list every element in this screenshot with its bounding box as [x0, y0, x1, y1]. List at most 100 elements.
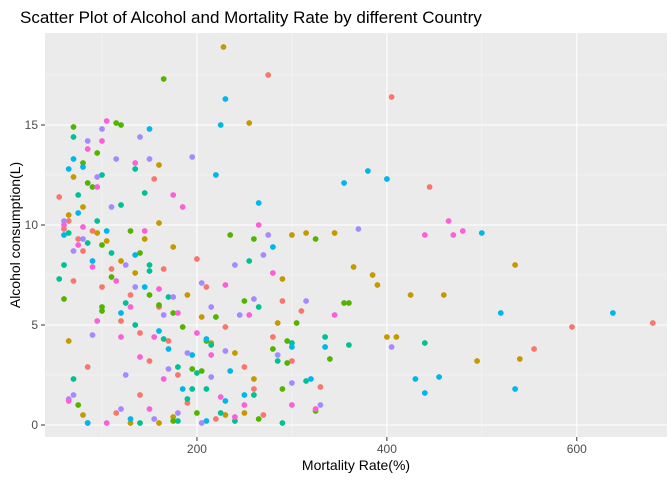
data-point	[222, 398, 229, 404]
data-point	[213, 416, 219, 422]
data-point	[141, 284, 148, 290]
data-point	[274, 352, 281, 358]
chart-title: Scatter Plot of Alcohol and Mortality Ra…	[20, 8, 482, 27]
data-point	[175, 418, 181, 424]
data-point	[241, 364, 248, 370]
data-point	[246, 258, 253, 264]
data-point	[127, 304, 134, 310]
data-point	[84, 420, 91, 426]
data-point	[70, 392, 77, 398]
data-point	[89, 228, 96, 234]
data-point	[289, 402, 295, 408]
data-point	[232, 414, 238, 420]
data-point	[75, 192, 82, 198]
data-point	[132, 252, 139, 258]
data-point	[241, 392, 248, 398]
data-point	[61, 222, 67, 228]
x-axis-title: Mortality Rate(%)	[302, 457, 410, 473]
data-point	[170, 418, 177, 424]
data-point	[132, 322, 139, 328]
data-point	[222, 348, 229, 354]
data-point	[246, 312, 253, 318]
data-point	[198, 280, 205, 286]
data-point	[94, 174, 101, 180]
data-point	[497, 310, 504, 316]
data-point	[137, 250, 143, 256]
data-point	[151, 334, 158, 340]
major-gridlines	[45, 33, 667, 437]
data-point	[75, 236, 82, 242]
x-tick-label: 400	[377, 442, 397, 456]
data-point	[156, 162, 162, 168]
data-point	[146, 268, 153, 274]
data-point	[355, 226, 362, 232]
data-point	[569, 324, 575, 330]
data-point	[303, 230, 309, 236]
data-point	[251, 392, 257, 398]
data-point	[346, 300, 352, 306]
data-point	[113, 410, 120, 416]
data-point	[279, 420, 286, 426]
data-point	[203, 386, 210, 392]
data-point	[274, 358, 281, 364]
data-point	[279, 386, 286, 392]
data-point	[232, 262, 238, 268]
data-point	[156, 328, 162, 334]
data-point	[94, 230, 101, 236]
data-point	[365, 168, 371, 174]
data-point	[289, 380, 295, 386]
data-point	[232, 350, 238, 356]
data-point	[103, 228, 110, 234]
data-point	[189, 154, 196, 160]
data-point	[251, 296, 257, 302]
data-point	[255, 222, 262, 228]
data-point	[213, 314, 219, 320]
data-point	[65, 166, 72, 172]
data-point	[270, 346, 276, 352]
data-point	[61, 296, 67, 302]
data-points	[56, 44, 656, 426]
data-point	[137, 420, 143, 426]
data-point	[151, 176, 158, 182]
data-point	[99, 126, 105, 132]
data-point	[56, 276, 63, 282]
data-point	[198, 368, 205, 374]
plot-panel	[45, 33, 667, 437]
data-point	[132, 284, 139, 290]
data-point	[80, 160, 86, 166]
data-point	[184, 400, 191, 406]
data-point	[265, 232, 272, 238]
data-point	[118, 406, 124, 412]
data-point	[80, 204, 86, 210]
data-point	[160, 312, 167, 318]
data-point	[194, 410, 200, 416]
data-point	[118, 310, 124, 316]
data-point	[649, 320, 656, 326]
data-point	[165, 294, 172, 300]
data-point	[80, 236, 86, 242]
data-point	[146, 156, 153, 162]
data-point	[137, 330, 143, 336]
y-tick-label: 10	[25, 218, 39, 232]
data-point	[279, 298, 286, 304]
data-point	[241, 298, 248, 304]
data-point	[146, 262, 153, 268]
data-point	[137, 354, 143, 360]
data-point	[108, 274, 115, 280]
data-point	[122, 300, 129, 306]
data-point	[65, 218, 72, 224]
data-point	[384, 334, 390, 340]
data-point	[289, 344, 295, 350]
data-point	[179, 324, 186, 330]
data-point	[421, 390, 428, 396]
data-point	[184, 350, 191, 356]
minor-gridlines	[45, 33, 667, 437]
data-point	[189, 386, 196, 392]
data-point	[118, 334, 124, 340]
data-point	[61, 232, 67, 238]
data-point	[388, 344, 395, 350]
data-point	[232, 418, 238, 424]
data-point	[208, 374, 215, 380]
data-point	[156, 286, 162, 292]
